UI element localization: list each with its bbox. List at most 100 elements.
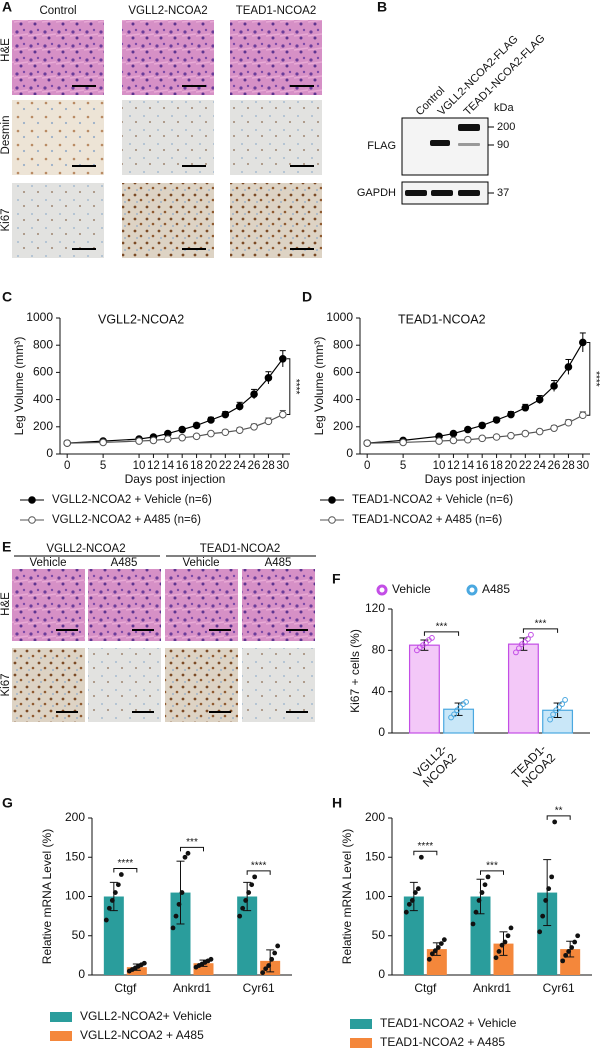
x-tick-label: 10	[433, 460, 446, 472]
point	[235, 426, 244, 435]
data-point	[513, 649, 519, 656]
data-point	[173, 913, 179, 919]
data-point	[505, 933, 511, 939]
point	[492, 433, 501, 441]
data-point	[525, 636, 531, 642]
point	[235, 402, 244, 411]
x-tick-label: 28	[262, 460, 275, 472]
x-tick-label: 28	[562, 460, 575, 472]
point	[449, 436, 458, 445]
point	[535, 427, 544, 436]
point	[149, 436, 158, 445]
data-point	[485, 874, 491, 880]
data-point	[566, 949, 572, 954]
data-point	[269, 956, 275, 962]
data-point	[406, 901, 412, 907]
data-point	[556, 704, 562, 711]
data-point	[275, 943, 281, 949]
data-point	[438, 941, 444, 946]
x-tick-label: 0	[364, 460, 370, 472]
y-tick-label: 150	[365, 849, 385, 863]
column-label: TEAD1-NCOA2	[236, 5, 317, 17]
y-tick-label: 400	[33, 392, 53, 406]
bar	[408, 644, 440, 734]
legend-label: TEAD1-NCOA2 + Vehicle	[380, 1016, 517, 1030]
panel-label: B	[377, 0, 387, 15]
significance-label: ***	[486, 861, 498, 872]
significance-label: ***	[535, 618, 547, 629]
x-tick-label: 0	[64, 460, 70, 472]
significance-bracket	[113, 868, 138, 873]
data-point	[575, 933, 581, 939]
x-tick-label: 20	[505, 460, 518, 472]
x-tick-label: 26	[248, 460, 261, 472]
bar	[537, 892, 558, 975]
data-point	[482, 882, 488, 888]
x-tick-label: 10	[133, 460, 146, 472]
significance-label: ***	[186, 837, 198, 848]
data-point	[252, 874, 258, 880]
point	[264, 374, 273, 382]
point	[99, 438, 107, 447]
y-tick-label: 80	[372, 643, 386, 657]
chart-title: TEAD1-NCOA2	[398, 312, 486, 326]
y-tick-label: 800	[333, 337, 353, 351]
legend-swatch	[50, 1031, 72, 1041]
data-point	[106, 905, 112, 911]
y-tick-label: 400	[333, 392, 353, 406]
histology-grid	[12, 20, 322, 258]
data-point	[516, 645, 522, 652]
y-tick-label: 50	[372, 928, 386, 942]
x-tick-label: 22	[519, 460, 532, 472]
data-point	[118, 872, 124, 877]
data-point	[246, 890, 252, 895]
point	[478, 421, 486, 430]
data-point	[550, 711, 556, 718]
bar	[103, 896, 124, 975]
treatment-label: A485	[265, 557, 292, 569]
data-point	[553, 707, 559, 714]
data-point	[463, 699, 469, 705]
point	[535, 395, 544, 404]
significance-bracket	[180, 846, 204, 852]
point	[579, 338, 587, 347]
treatment-label: A485	[111, 557, 138, 569]
data-point	[415, 886, 421, 892]
data-point	[185, 850, 191, 856]
y-tick-label: 800	[33, 337, 53, 351]
legend-label: A485	[482, 582, 510, 596]
marker-label: 37	[497, 187, 509, 199]
point	[250, 390, 258, 398]
x-axis-label: Days post injection	[125, 472, 226, 486]
bar	[470, 896, 491, 975]
y-tick-label: 150	[65, 849, 85, 863]
data-point	[263, 966, 269, 972]
point	[550, 424, 558, 432]
data-point	[240, 905, 246, 911]
data-point	[115, 882, 121, 888]
series-line	[67, 358, 284, 444]
y-tick-label: 0	[378, 725, 385, 739]
bar	[170, 892, 191, 975]
y-tick-label: 200	[365, 810, 385, 824]
y-tick-label: 200	[65, 810, 85, 824]
data-point	[476, 898, 482, 903]
data-point	[470, 921, 476, 927]
data-point	[441, 937, 447, 943]
group-label: TEAD1-NCOA2	[200, 543, 281, 555]
series-line	[67, 414, 284, 444]
treatment-label: Vehicle	[182, 557, 219, 569]
y-tick-label: 0	[346, 446, 353, 460]
point	[521, 403, 530, 412]
legend-marker	[28, 496, 36, 504]
x-tick-label: 16	[176, 460, 189, 472]
bar	[507, 643, 539, 734]
x-tick-label: 12	[147, 460, 160, 472]
point	[449, 429, 458, 438]
data-point	[559, 701, 565, 707]
marker-label: 200	[497, 121, 515, 133]
significance-label: ****	[590, 371, 601, 387]
x-tick-label: 5	[100, 460, 106, 472]
significance-bracket	[246, 870, 271, 875]
